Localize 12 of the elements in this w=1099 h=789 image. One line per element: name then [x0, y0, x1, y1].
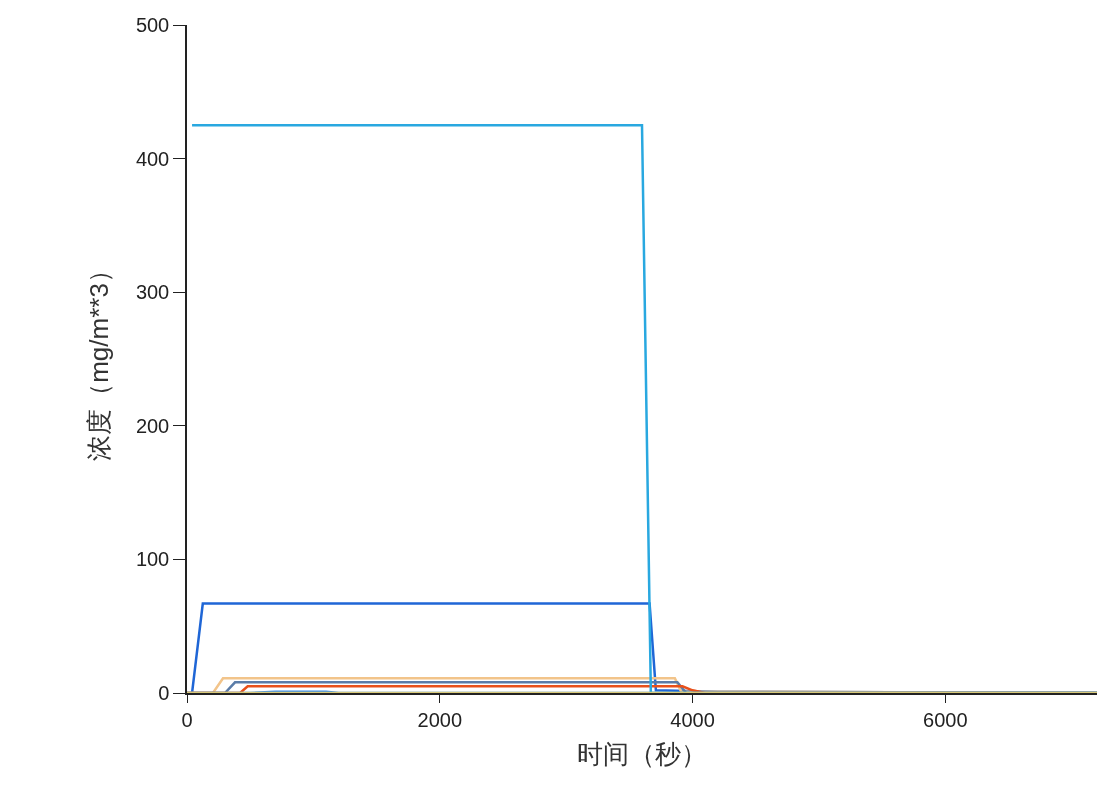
y-tick-label: 400 — [135, 147, 170, 170]
y-tick-label: 0 — [158, 682, 170, 704]
y-tick-label: 200 — [135, 414, 170, 437]
x-axis-title: 时间（秒） — [577, 738, 707, 769]
y-tick-label: 500 — [135, 14, 170, 36]
y-tick-label: 100 — [135, 548, 170, 571]
x-tick-label: 0 — [181, 708, 193, 731]
x-tick-label: 2000 — [417, 708, 463, 731]
x-tick-label: 4000 — [670, 708, 715, 731]
x-tick-label: 6000 — [923, 708, 968, 731]
y-tick-label: 300 — [135, 281, 170, 304]
y-axis-title: 浓度（mg/m**3） — [83, 257, 114, 461]
